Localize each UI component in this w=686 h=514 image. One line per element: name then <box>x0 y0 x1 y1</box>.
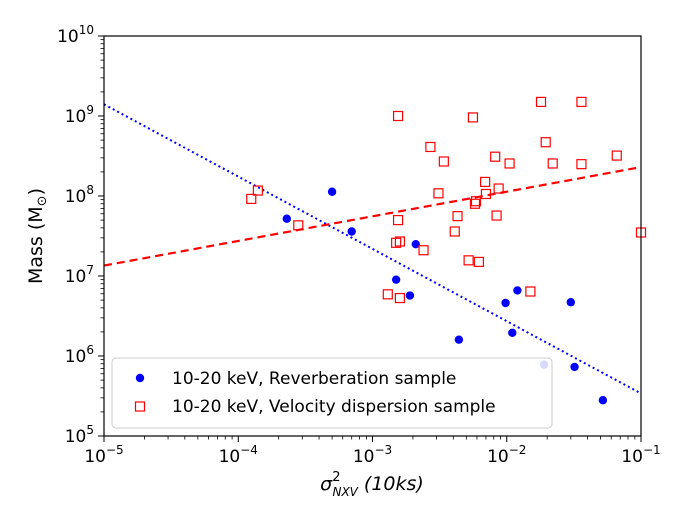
velocity-dispersion-point <box>473 256 484 268</box>
reverberation-point <box>501 298 510 308</box>
velocity-dispersion-point <box>293 220 304 231</box>
legend: 10-20 keV, Reverberation sample 10-20 ke… <box>111 357 553 429</box>
velocity-dispersion-point <box>525 286 536 297</box>
velocity-dispersion-point <box>382 289 393 300</box>
legend-marker-reverberation <box>135 373 145 383</box>
y-axis-subscript: ⊙ <box>35 195 50 206</box>
x-tick-label: 10−3 <box>353 443 392 467</box>
velocity-dispersion-point <box>394 292 406 304</box>
velocity-dispersion-fit-line <box>103 165 642 267</box>
y-tick-label: 105 <box>65 423 94 447</box>
velocity-dispersion-point <box>418 245 429 256</box>
reverberation-point <box>508 328 517 337</box>
reverberation-point <box>566 298 576 307</box>
x-axis-symbol: σ <box>320 473 333 495</box>
x-tick-label: 10−1 <box>621 443 660 467</box>
velocity-dispersion-point <box>425 141 436 153</box>
velocity-dispersion-point <box>246 193 257 204</box>
y-axis-title: Mass (M⊙) <box>25 188 50 284</box>
velocity-dispersion-point <box>480 188 492 200</box>
x-tick-label: 10−4 <box>219 443 258 467</box>
velocity-dispersion-point <box>452 211 463 222</box>
velocity-dispersion-point <box>490 151 501 162</box>
x-axis: 10−5 10−4 10−3 10−2 10−1 <box>84 436 661 467</box>
velocity-dispersion-point <box>504 158 515 169</box>
reverberation-point <box>570 362 579 372</box>
velocity-dispersion-point <box>391 237 402 248</box>
reverberation-point <box>598 396 608 405</box>
x-axis-paren-close: ) <box>414 473 423 495</box>
legend-label-velocity: 10-20 keV, Velocity dispersion sample <box>172 397 496 417</box>
velocity-dispersion-point <box>392 214 404 226</box>
y-tick-label: 106 <box>65 343 94 367</box>
velocity-dispersion-point <box>469 198 481 209</box>
legend-box <box>111 357 553 429</box>
reverberation-point <box>513 286 522 295</box>
reverberation-point <box>327 187 337 196</box>
velocity-dispersion-point <box>491 210 502 221</box>
reverberation-point <box>411 239 420 249</box>
velocity-dispersion-point <box>438 156 449 167</box>
y-axis-text: Mass (M <box>25 206 47 284</box>
fit-lines <box>103 103 642 395</box>
velocity-dispersion-point <box>540 137 551 148</box>
velocity-dispersion-point <box>611 150 622 161</box>
velocity-dispersion-point <box>449 226 460 237</box>
reverberation-point <box>347 227 356 236</box>
x-tick-label: 10−5 <box>84 443 123 467</box>
y-tick-label: 108 <box>65 183 94 207</box>
velocity-dispersion-point <box>493 183 504 194</box>
velocity-dispersion-point <box>480 176 491 188</box>
y-tick-label: 107 <box>65 263 94 287</box>
velocity-dispersion-point <box>467 112 479 123</box>
velocity-dispersion-point <box>535 96 547 108</box>
velocity-dispersion-point <box>547 158 558 169</box>
reverberation-point <box>282 214 292 223</box>
velocity-dispersion-point <box>252 185 263 196</box>
x-axis-superscript: 2 <box>332 470 340 485</box>
x-axis-subscript: NXV <box>332 485 358 499</box>
y-axis-close: ) <box>25 188 47 195</box>
velocity-dispersion-point <box>576 159 587 170</box>
data-points <box>246 96 647 405</box>
velocity-dispersion-point <box>470 196 482 207</box>
velocity-dispersion-point <box>394 236 406 247</box>
legend-marker-velocity <box>134 401 146 412</box>
y-axis: 105 106 107 108 109 1010 <box>57 23 104 447</box>
y-tick-label: 1010 <box>57 23 94 47</box>
reverberation-point <box>405 291 415 300</box>
velocity-dispersion-point <box>433 188 444 199</box>
x-axis-title: σ2 NXV (10ks) <box>320 470 424 499</box>
velocity-dispersion-point <box>463 255 474 266</box>
velocity-dispersion-point <box>392 110 404 122</box>
y-tick-label: 109 <box>65 103 94 127</box>
legend-label-reverberation: 10-20 keV, Reverberation sample <box>172 369 456 389</box>
velocity-dispersion-point <box>576 96 587 108</box>
x-axis-paren-open: (10 <box>358 473 396 495</box>
reverberation-point <box>391 275 401 284</box>
x-tick-label: 10−2 <box>487 443 526 467</box>
x-axis-unit: ks <box>396 473 417 495</box>
reverberation-point <box>454 335 464 344</box>
reverberation-fit-line <box>103 103 642 395</box>
